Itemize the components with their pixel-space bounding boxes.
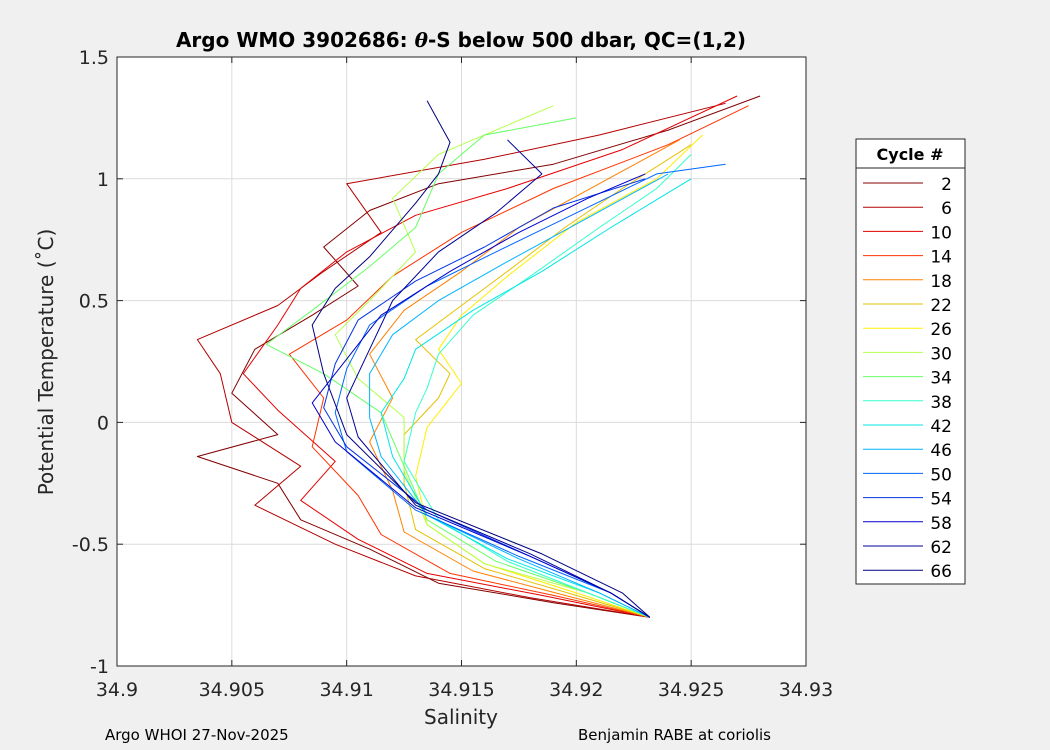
legend-label: 2 xyxy=(941,175,952,195)
y-tick-label: 0.5 xyxy=(79,291,109,313)
y-tick-label: 1.5 xyxy=(79,47,109,69)
legend-label: 30 xyxy=(930,344,952,364)
series-line-cycle-10 xyxy=(242,95,738,618)
series-line-cycle-34 xyxy=(265,117,650,618)
x-axis-ticks: 34.9 34.905 34.91 34.915 34.92 34.925 34.93 xyxy=(96,57,833,701)
x-tick-label: 34.925 xyxy=(658,679,724,701)
series-line-cycle-46 xyxy=(369,173,669,618)
legend-label: 10 xyxy=(930,223,952,243)
x-tick-label: 34.9 xyxy=(96,679,138,701)
legend-label: 50 xyxy=(930,465,952,485)
y-tick-label: -0.5 xyxy=(72,534,109,556)
title-prefix: Argo WMO 3902686: xyxy=(176,28,415,52)
footer-source-date: Argo WHOI 27-Nov-2025 xyxy=(105,726,289,744)
footer-attribution: Benjamin RABE at coriolis xyxy=(578,726,771,744)
legend-label: 14 xyxy=(930,248,952,268)
series-line-cycle-22 xyxy=(403,144,692,618)
legend-label: 26 xyxy=(930,320,952,340)
series-line-cycle-14 xyxy=(288,105,749,618)
y-tick-label: 1 xyxy=(97,169,109,191)
series-line-cycle-6 xyxy=(196,102,726,618)
series-line-cycle-42 xyxy=(380,178,692,618)
y-axis-label: Potential Temperature (˚C) xyxy=(34,229,58,496)
series-line-cycle-38 xyxy=(403,154,692,618)
legend-label: 6 xyxy=(941,199,952,219)
legend-label: 42 xyxy=(930,417,952,437)
y-tick-label: -1 xyxy=(90,656,109,678)
x-axis-label: Salinity xyxy=(424,705,498,729)
chart-title: Argo WMO 3902686: θ-S below 500 dbar, QC… xyxy=(176,28,746,52)
legend-label: 34 xyxy=(930,369,952,389)
legend-label: 22 xyxy=(930,296,952,316)
x-tick-label: 34.905 xyxy=(199,679,265,701)
x-tick-label: 34.91 xyxy=(319,679,373,701)
x-tick-label: 34.92 xyxy=(549,679,603,701)
legend-label: 46 xyxy=(930,441,952,461)
series-line-cycle-58 xyxy=(311,173,651,618)
series-line-cycle-66 xyxy=(311,100,651,618)
y-tick-label: 0 xyxy=(97,412,109,434)
data-series-layer xyxy=(196,95,761,618)
legend-label: 58 xyxy=(930,514,952,534)
title-theta-symbol: θ xyxy=(415,28,429,52)
legend-label: 66 xyxy=(930,562,952,582)
title-suffix: -S below 500 dbar, QC=(1,2) xyxy=(428,28,746,52)
legend-label: 62 xyxy=(930,538,952,558)
legend-title: Cycle # xyxy=(877,145,944,164)
x-tick-label: 34.915 xyxy=(428,679,494,701)
legend-label: 38 xyxy=(930,393,952,413)
series-line-cycle-2 xyxy=(196,95,761,618)
legend-box xyxy=(855,138,966,585)
x-tick-label: 34.93 xyxy=(779,679,833,701)
legend-label: 18 xyxy=(930,272,952,292)
series-line-cycle-30 xyxy=(334,105,650,618)
series-line-cycle-62 xyxy=(346,139,651,618)
y-axis-ticks: -1 -0.5 0 0.5 1 1.5 xyxy=(72,47,806,678)
legend-label: 54 xyxy=(930,490,952,510)
series-line-cycle-50 xyxy=(334,163,726,618)
